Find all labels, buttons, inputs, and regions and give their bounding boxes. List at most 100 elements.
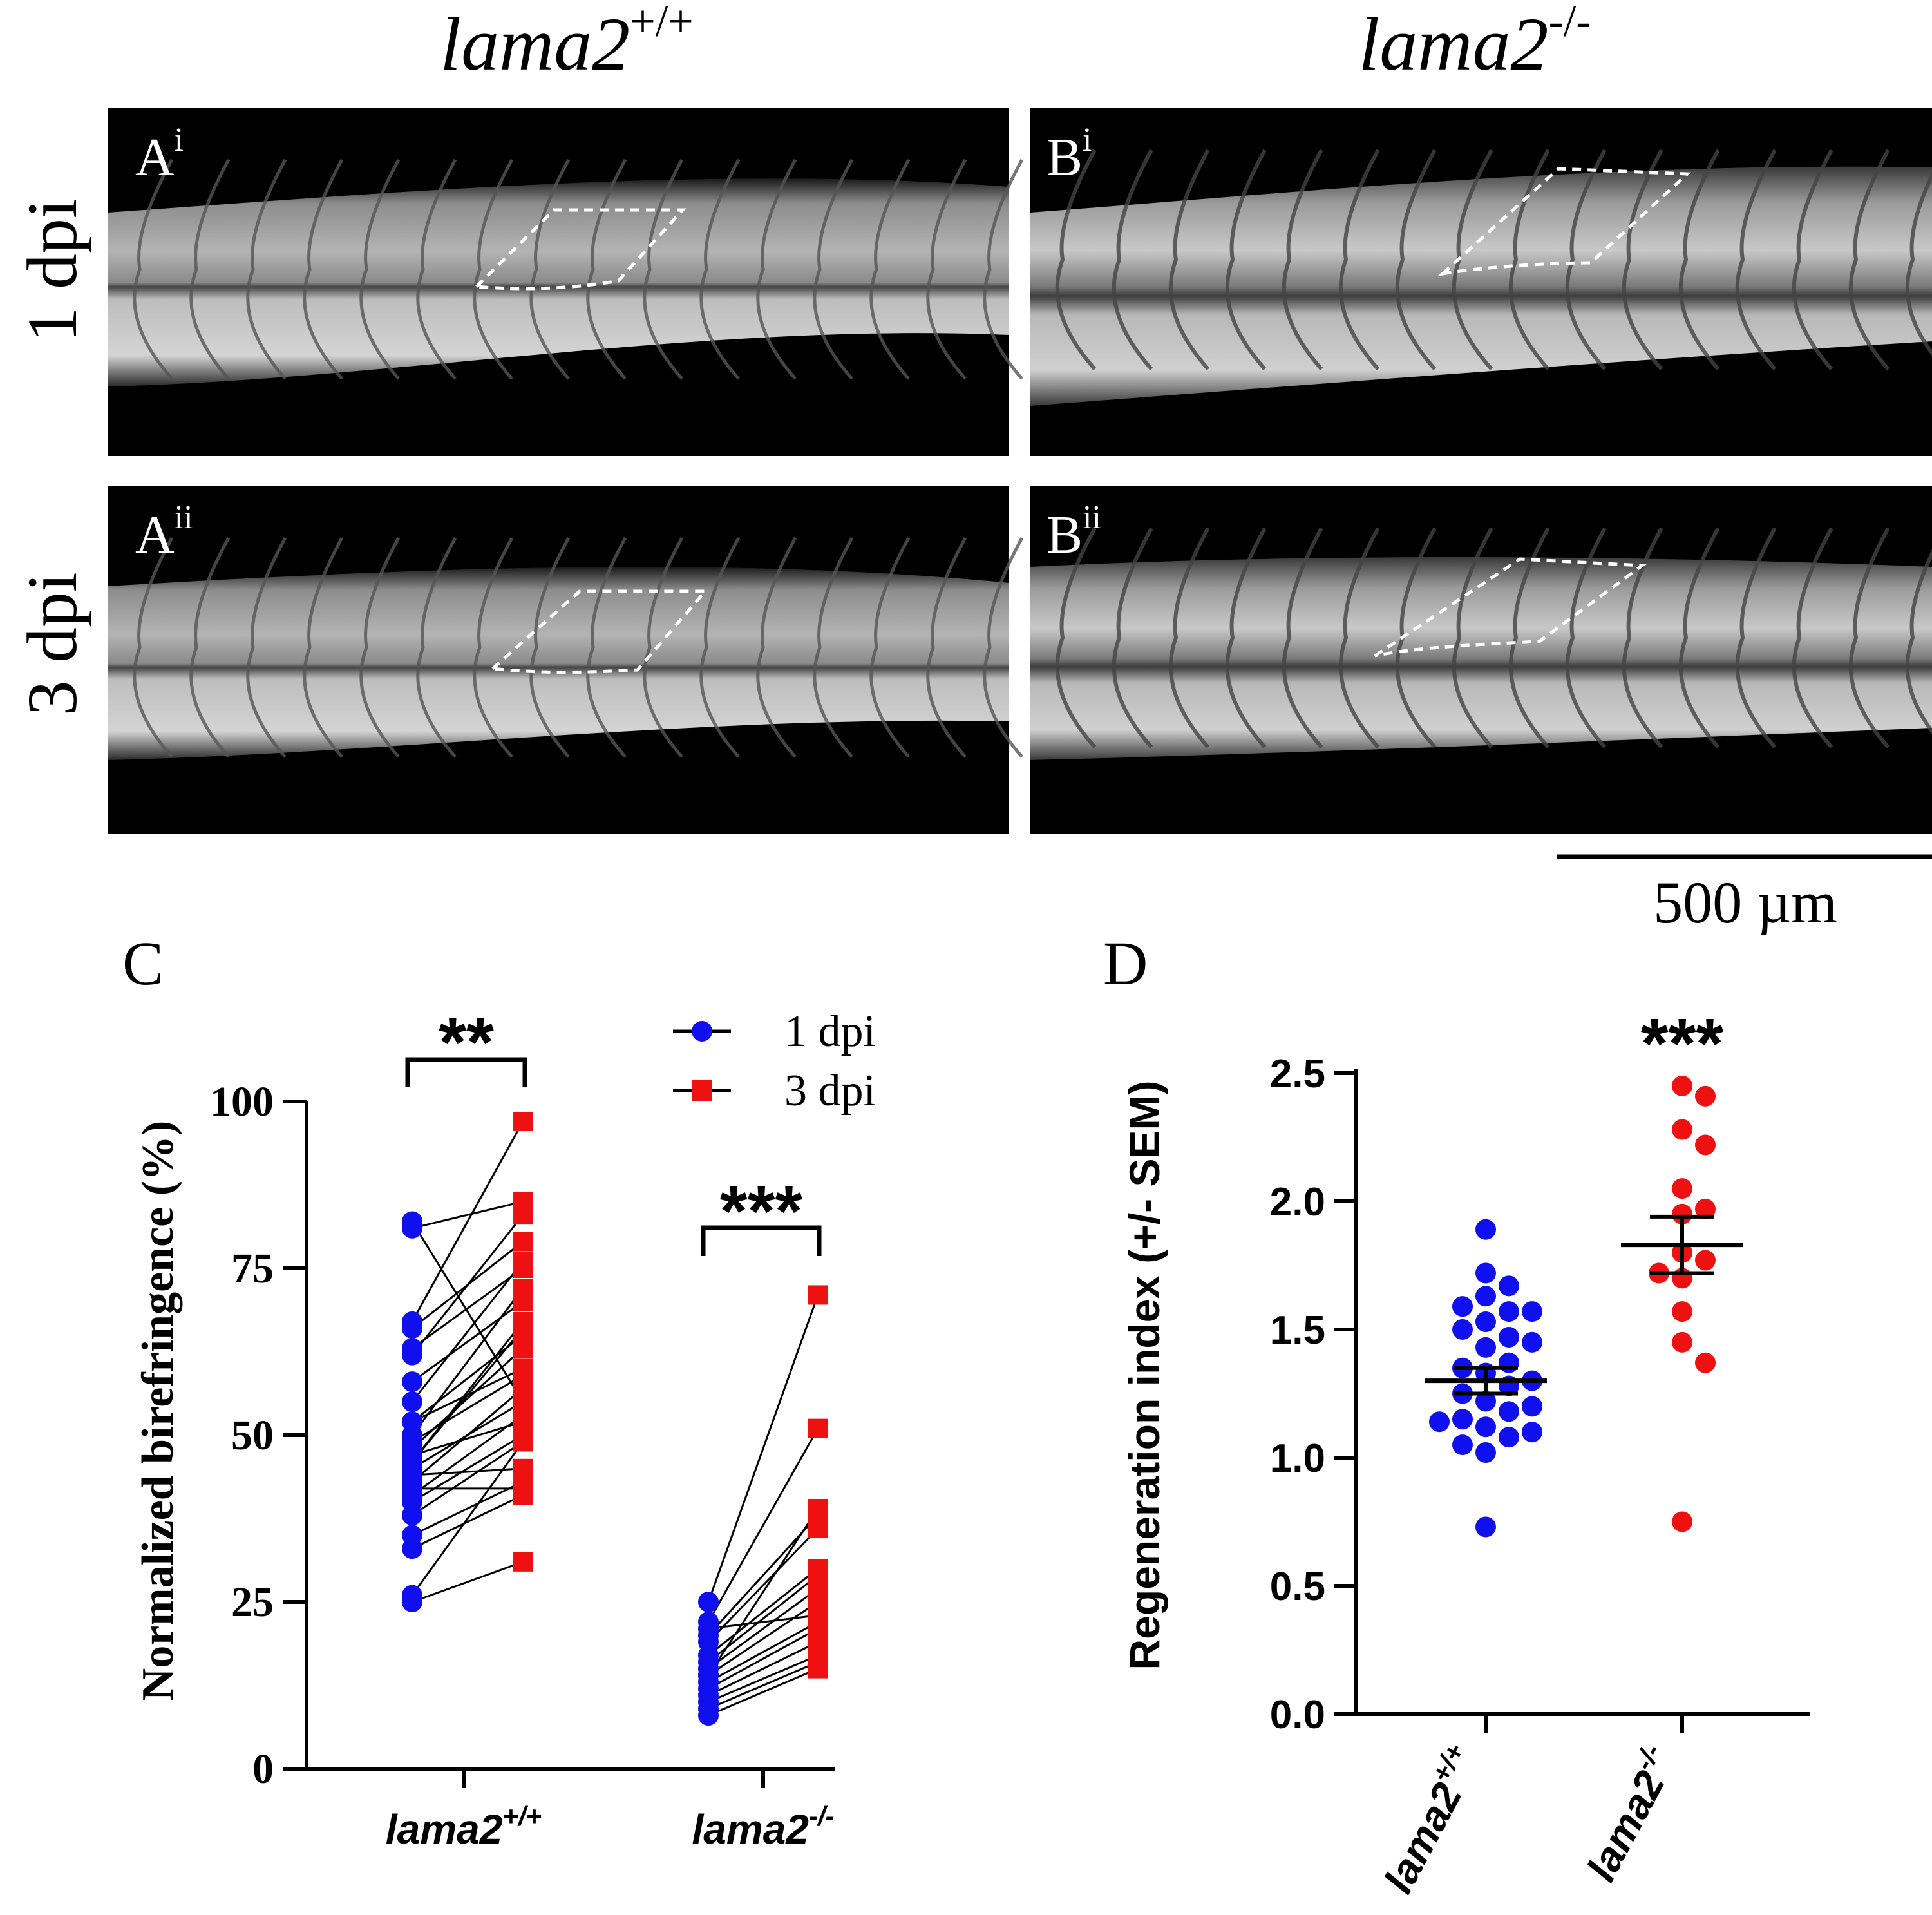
pair-line (707, 1427, 819, 1623)
pair-line (411, 1348, 524, 1449)
pair-line (412, 1387, 524, 1483)
point-3dpi (513, 1259, 533, 1278)
micrograph-Ai (108, 108, 1024, 456)
myotome-line (1622, 149, 1663, 370)
myotome-line (1225, 149, 1267, 370)
data-point (1499, 1326, 1519, 1348)
data-point (1475, 1442, 1496, 1463)
point-3dpi (513, 1339, 533, 1358)
point-1dpi (402, 1338, 422, 1359)
myotome-line (1168, 149, 1210, 370)
myotome-line (1735, 149, 1777, 370)
point-1dpi (698, 1664, 719, 1686)
point-3dpi (808, 1285, 828, 1305)
point-1dpi (698, 1705, 719, 1726)
pair-line (411, 1261, 524, 1403)
pair-line (412, 1494, 524, 1550)
point-3dpi (513, 1378, 533, 1398)
pair-line (412, 1300, 524, 1383)
micrograph-Aii (108, 486, 1024, 834)
myotome-line (1112, 149, 1153, 370)
data-point (1695, 1198, 1716, 1219)
point-3dpi (808, 1605, 828, 1625)
point-3dpi (513, 1205, 533, 1225)
point-3dpi (808, 1418, 828, 1438)
myotome-line (1055, 149, 1097, 370)
pair-line (707, 1527, 819, 1643)
point-1dpi (402, 1585, 422, 1606)
myotome-line (1282, 527, 1323, 748)
legend-marker-1dpi (692, 1021, 712, 1042)
point-3dpi (808, 1498, 828, 1518)
point-1dpi (402, 1371, 422, 1393)
data-point (1522, 1396, 1542, 1417)
column-header-wildtype: lama2+/+ (440, 0, 693, 86)
pair-line (708, 1614, 819, 1630)
data-point (1475, 1262, 1496, 1284)
data-point (1452, 1409, 1473, 1430)
data-point (1475, 1286, 1496, 1307)
pair-line (411, 1121, 524, 1322)
pair-line (412, 1267, 524, 1349)
pair-line (708, 1568, 819, 1657)
data-point (1695, 1250, 1716, 1271)
myotome-line (1678, 527, 1720, 748)
myotome-line (1792, 527, 1833, 748)
myotome-line (246, 158, 287, 380)
myotome-line (1905, 549, 1932, 735)
pair-line (707, 1294, 819, 1603)
chart-c: C Normalized birefringence (%) 0 25 50 75 10… (122, 929, 876, 1853)
data-point (1429, 1411, 1450, 1433)
point-1dpi (402, 1538, 422, 1559)
pair-line (411, 1288, 524, 1436)
significance-label: *** (1641, 1004, 1724, 1083)
y-tick-label: 1.5 (1270, 1308, 1325, 1353)
panel-label-Ai: Ai (135, 122, 184, 187)
data-point (1499, 1301, 1519, 1322)
myotome-line (813, 158, 854, 380)
point-3dpi (513, 1405, 533, 1425)
y-tick-label: 2.5 (1270, 1052, 1325, 1096)
myotome-line (189, 537, 231, 758)
significance-label-mutant: *** (720, 1172, 803, 1251)
data-point (1475, 1416, 1496, 1438)
myotome-line (1338, 149, 1380, 370)
data-point (1672, 1178, 1692, 1199)
pair-line (411, 1441, 524, 1596)
myotome-line (416, 158, 457, 380)
micrograph-Bii (1030, 486, 1932, 834)
myotome-line (1905, 171, 1932, 357)
injury-outline (489, 589, 709, 674)
myotome-line (1508, 527, 1550, 748)
y-tick-label: 75 (231, 1245, 274, 1292)
pair-line (412, 1481, 524, 1536)
x-tick-label-wildtype: lama2+/+ (1370, 1739, 1489, 1900)
myotome-line (303, 537, 344, 758)
data-point (1522, 1331, 1542, 1353)
myotome-line (1395, 149, 1437, 370)
y-tick-label: 1.0 (1270, 1436, 1325, 1481)
myotome-line (643, 537, 684, 758)
myotome-line (416, 537, 457, 758)
legend: 1 dpi 3 dpi (673, 1007, 876, 1116)
point-1dpi (402, 1217, 422, 1239)
point-1dpi (402, 1505, 422, 1526)
myotome-line (983, 158, 1024, 380)
significance-label-wildtype: ** (439, 1003, 494, 1082)
myotome-line (586, 158, 627, 380)
data-point (1522, 1301, 1542, 1322)
point-1dpi (402, 1391, 422, 1413)
myotome-line (246, 537, 287, 758)
pair-line (412, 1200, 524, 1230)
row-label-3dpi: 3 dpi (13, 572, 91, 716)
chart-d: D Regeneration index (+/- SEM) 0.0 0.5 1.0… (1103, 929, 1810, 1900)
point-1dpi (698, 1592, 719, 1612)
myotome-line (926, 537, 967, 758)
y-tick-label: 2.0 (1270, 1180, 1325, 1224)
myotome-line (643, 158, 684, 380)
point-3dpi (513, 1358, 533, 1378)
injury-outline (473, 208, 687, 291)
myotome-line (1565, 149, 1607, 370)
point-1dpi (698, 1618, 719, 1639)
myotome-line (473, 537, 514, 758)
